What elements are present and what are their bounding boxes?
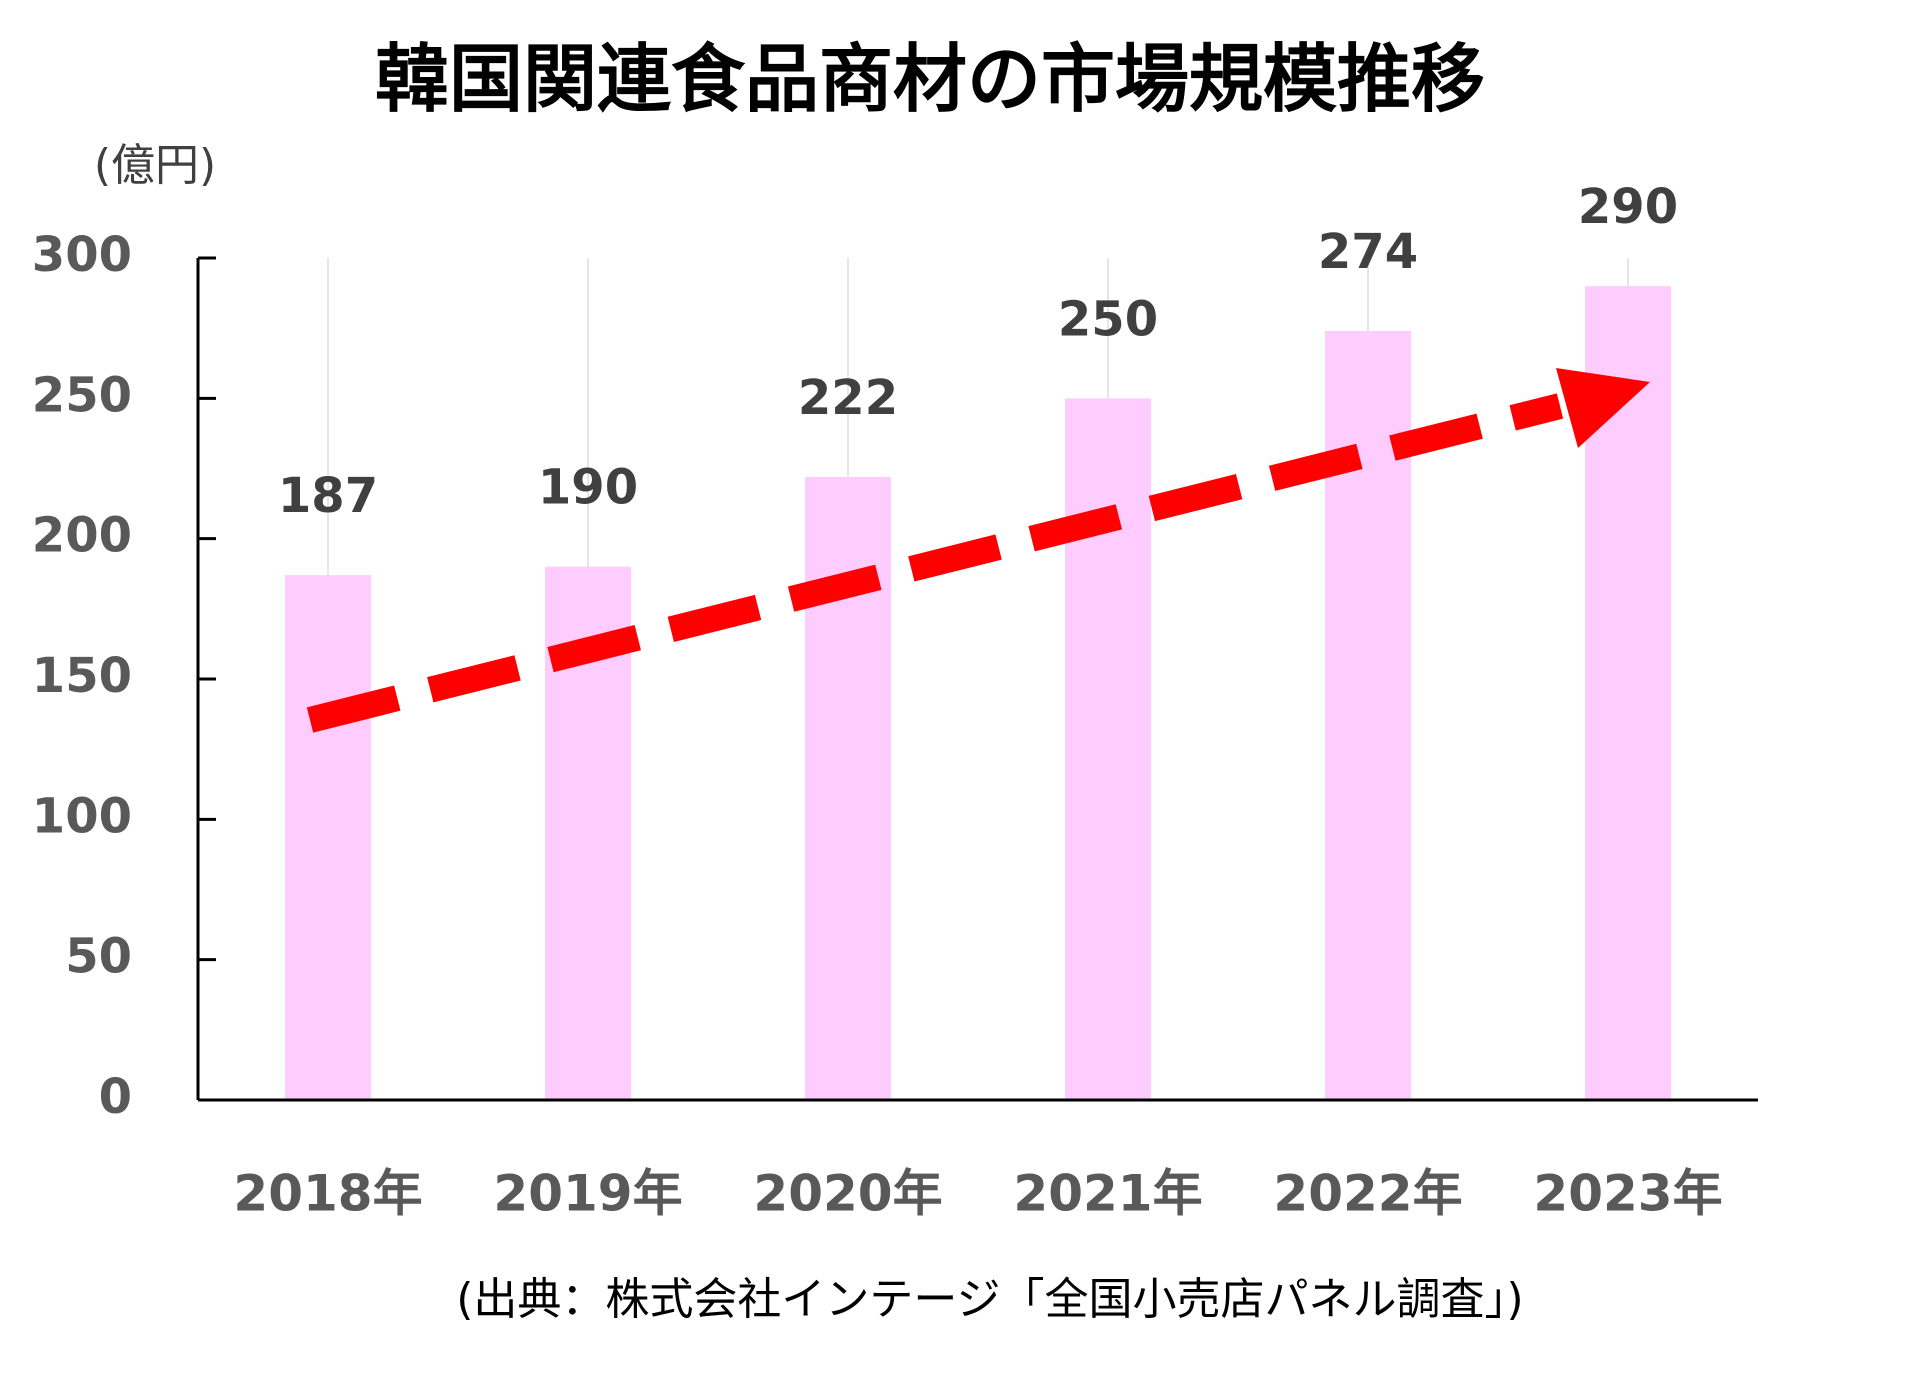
y-tick-label: 250 bbox=[32, 367, 132, 423]
y-tick-label: 300 bbox=[32, 227, 132, 283]
value-label: 274 bbox=[1318, 224, 1418, 280]
trend-arrow-line bbox=[306, 393, 1564, 733]
x-tick-label: 2022年 bbox=[1273, 1165, 1462, 1223]
x-tick-label: 2018年 bbox=[233, 1165, 422, 1223]
x-tick-label: 2019年 bbox=[493, 1165, 682, 1223]
value-label: 187 bbox=[278, 468, 378, 524]
plot-area bbox=[198, 256, 1671, 1102]
y-tick-label: 50 bbox=[65, 929, 132, 985]
x-tick-label: 2021年 bbox=[1013, 1165, 1202, 1223]
source-note: (出典：株式会社インテージ「全国小売店パネル調査」) bbox=[456, 1274, 1523, 1325]
x-tick-label: 2020年 bbox=[753, 1165, 942, 1223]
y-tick-label: 150 bbox=[32, 648, 132, 704]
y-axis-label: (億円) bbox=[94, 140, 216, 191]
bar bbox=[1065, 398, 1151, 1100]
trend-arrow-head bbox=[1556, 368, 1650, 448]
x-tick-label: 2023年 bbox=[1533, 1165, 1722, 1223]
y-tick-label: 100 bbox=[32, 788, 132, 844]
bar bbox=[805, 476, 891, 1100]
value-label: 222 bbox=[798, 370, 898, 426]
bar bbox=[285, 575, 371, 1100]
y-tick-label: 200 bbox=[32, 508, 132, 564]
trend-arrow bbox=[306, 368, 1650, 733]
value-label: 290 bbox=[1578, 179, 1678, 235]
chart-title: 韓国関連食品商材の市場規模推移 bbox=[375, 37, 1485, 123]
value-label: 190 bbox=[538, 460, 638, 516]
y-tick-label: 0 bbox=[99, 1069, 132, 1125]
value-label: 250 bbox=[1058, 291, 1158, 347]
